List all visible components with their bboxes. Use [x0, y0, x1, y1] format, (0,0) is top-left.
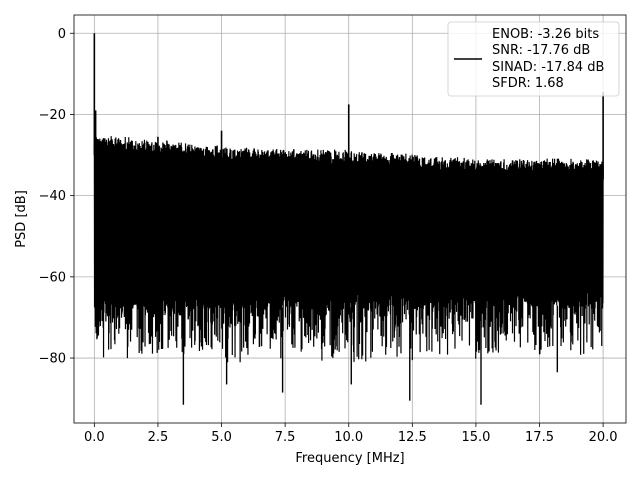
x-tick-label: 15.0	[461, 430, 490, 445]
y-tick-label: −80	[39, 352, 66, 367]
x-axis: 0.0 2.5 5.0 7.5 10.0 12.5 15.0 17.5 20.0	[84, 423, 618, 445]
legend: ENOB: -3.26 bits SNR: -17.76 dB SINAD: -…	[447, 21, 620, 97]
y-axis: 0 −20 −40 −60 −80	[39, 27, 74, 367]
x-tick-label: 2.5	[148, 430, 169, 445]
legend-entry-enob: ENOB: -3.26 bits	[492, 27, 599, 42]
y-axis-label: PSD [dB]	[14, 190, 29, 248]
psd-series	[93, 33, 604, 405]
y-tick-label: −20	[39, 108, 66, 123]
legend-box	[447, 21, 620, 97]
y-tick-label: 0	[58, 27, 66, 42]
x-tick-label: 12.5	[398, 430, 427, 445]
x-axis-label: Frequency [MHz]	[295, 451, 404, 466]
x-tick-label: 20.0	[589, 430, 618, 445]
x-tick-label: 10.0	[334, 430, 363, 445]
x-tick-label: 0.0	[84, 430, 105, 445]
x-tick-label: 17.5	[525, 430, 554, 445]
plot-area	[73, 14, 627, 424]
y-tick-label: −40	[39, 189, 66, 204]
legend-entry-snr: SNR: -17.76 dB	[492, 43, 590, 58]
y-tick-label: −60	[39, 270, 66, 285]
x-tick-label: 5.0	[211, 430, 232, 445]
x-tick-label: 7.5	[275, 430, 296, 445]
legend-entry-sinad: SINAD: -17.84 dB	[492, 60, 604, 75]
legend-entry-sfdr: SFDR: 1.68	[492, 76, 564, 91]
